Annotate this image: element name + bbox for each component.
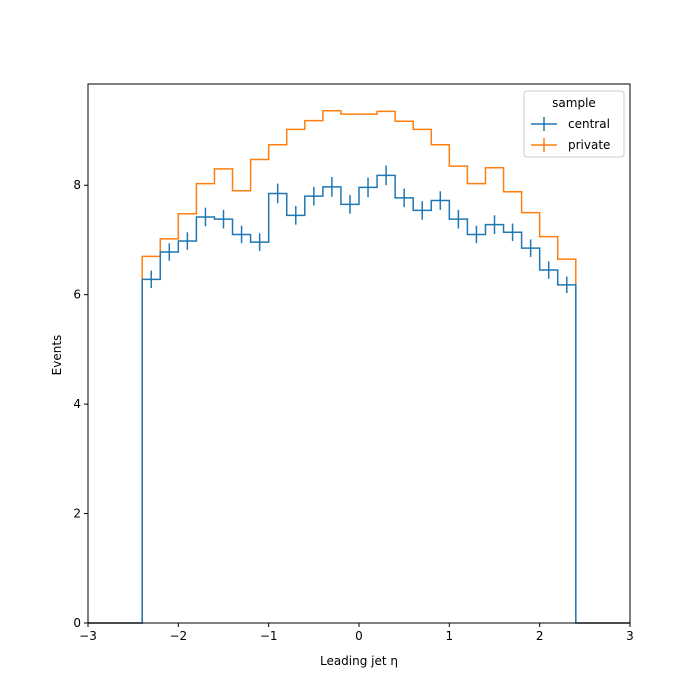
- x-tick-label: 0: [355, 629, 363, 643]
- x-axis-label: Leading jet η: [320, 654, 398, 668]
- legend-label-private: private: [568, 138, 610, 152]
- x-tick-label: −2: [169, 629, 187, 643]
- y-tick-label: 0: [73, 616, 81, 630]
- plot-lines: [88, 110, 630, 624]
- y-tick-label: 2: [73, 507, 81, 521]
- legend-label-central: central: [568, 117, 610, 131]
- y-tick-label: 4: [73, 397, 81, 411]
- legend-title: sample: [552, 96, 596, 110]
- legend-entry-central: central: [531, 117, 610, 131]
- series-line-private: [88, 110, 630, 624]
- x-tick-label: 3: [626, 629, 634, 643]
- x-tick-label: −1: [260, 629, 278, 643]
- axes-frame: [87, 83, 631, 624]
- legend: sample central private: [523, 90, 625, 158]
- x-tick-label: 2: [536, 629, 544, 643]
- x-tick-label: −3: [79, 629, 97, 643]
- legend-entry-private: private: [531, 138, 610, 152]
- x-axis-ticks: −3 −2 −1 0 1 2 3: [79, 623, 634, 643]
- x-tick-label: 1: [446, 629, 454, 643]
- y-axis-label: Events: [50, 335, 64, 376]
- y-tick-label: 6: [73, 288, 81, 302]
- y-tick-label: 8: [73, 178, 81, 192]
- legend-box: [523, 90, 625, 158]
- series-line-central: [88, 174, 630, 624]
- y-axis-ticks: 0 2 4 6 8: [73, 178, 88, 630]
